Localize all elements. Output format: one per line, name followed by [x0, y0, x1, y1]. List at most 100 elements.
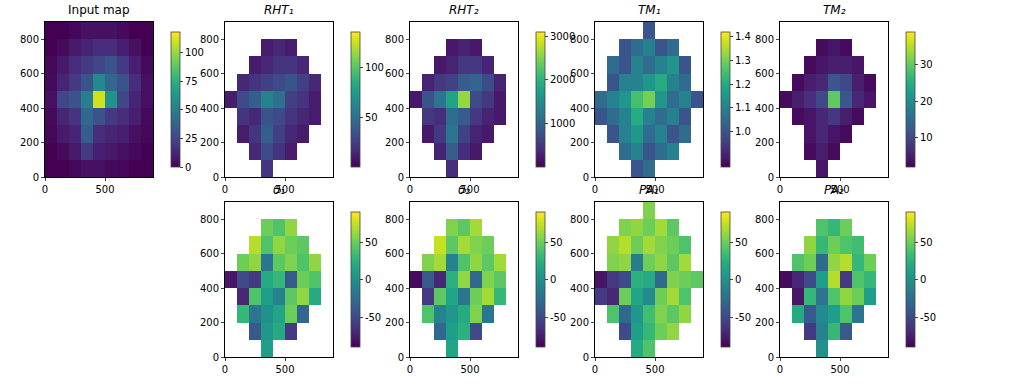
svg-text:100: 100 [365, 62, 384, 73]
svg-text:50: 50 [365, 237, 378, 248]
svg-text:500: 500 [95, 184, 114, 195]
svg-text:1000: 1000 [550, 118, 575, 129]
svg-text:1.4: 1.4 [735, 31, 751, 42]
svg-text:0: 0 [768, 352, 774, 363]
svg-text:200: 200 [570, 137, 589, 148]
svg-text:TM₁: TM₁ [638, 3, 661, 17]
svg-text:400: 400 [200, 283, 219, 294]
svg-text:500: 500 [460, 184, 479, 195]
svg-text:3000: 3000 [550, 31, 575, 42]
svg-text:1.2: 1.2 [735, 79, 751, 90]
svg-text:0: 0 [33, 172, 39, 183]
svg-text:200: 200 [385, 137, 404, 148]
svg-text:600: 600 [570, 68, 589, 79]
svg-text:50: 50 [550, 237, 563, 248]
svg-text:200: 200 [385, 317, 404, 328]
svg-text:75: 75 [185, 76, 198, 87]
svg-text:20: 20 [920, 96, 933, 107]
svg-text:400: 400 [755, 103, 774, 114]
svg-text:600: 600 [570, 248, 589, 259]
svg-text:0: 0 [920, 274, 926, 285]
svg-text:400: 400 [20, 103, 39, 114]
svg-text:400: 400 [385, 283, 404, 294]
svg-text:600: 600 [755, 248, 774, 259]
svg-text:200: 200 [200, 137, 219, 148]
svg-text:50: 50 [735, 237, 748, 248]
svg-text:600: 600 [200, 248, 219, 259]
svg-text:θ₁: θ₁ [273, 183, 285, 197]
svg-text:0: 0 [407, 184, 413, 195]
svg-text:0: 0 [768, 172, 774, 183]
svg-text:0: 0 [398, 352, 404, 363]
svg-text:0: 0 [592, 364, 598, 375]
svg-text:0: 0 [213, 172, 219, 183]
svg-text:-50: -50 [550, 312, 566, 323]
svg-text:0: 0 [583, 172, 589, 183]
svg-text:0: 0 [398, 172, 404, 183]
svg-text:400: 400 [755, 283, 774, 294]
svg-text:50: 50 [365, 112, 378, 123]
svg-text:0: 0 [42, 184, 48, 195]
svg-text:400: 400 [200, 103, 219, 114]
svg-text:-50: -50 [365, 312, 381, 323]
svg-text:800: 800 [755, 34, 774, 45]
svg-text:-50: -50 [735, 312, 751, 323]
svg-text:200: 200 [755, 137, 774, 148]
svg-text:0: 0 [735, 274, 741, 285]
svg-text:600: 600 [20, 68, 39, 79]
svg-text:0: 0 [583, 352, 589, 363]
svg-text:800: 800 [385, 34, 404, 45]
svg-text:RHT₁: RHT₁ [264, 3, 294, 17]
svg-text:500: 500 [830, 184, 849, 195]
svg-text:800: 800 [570, 34, 589, 45]
svg-text:500: 500 [275, 184, 294, 195]
svg-text:0: 0 [777, 364, 783, 375]
svg-text:25: 25 [185, 133, 198, 144]
svg-text:30: 30 [920, 59, 933, 70]
svg-text:200: 200 [20, 137, 39, 148]
svg-text:-50: -50 [920, 312, 936, 323]
svg-text:800: 800 [385, 214, 404, 225]
svg-text:500: 500 [460, 364, 479, 375]
svg-text:500: 500 [645, 364, 664, 375]
svg-text:800: 800 [755, 214, 774, 225]
svg-text:PA₂: PA₂ [824, 183, 844, 197]
svg-text:800: 800 [200, 34, 219, 45]
svg-text:1.3: 1.3 [735, 55, 751, 66]
svg-text:600: 600 [755, 68, 774, 79]
svg-text:600: 600 [385, 68, 404, 79]
svg-text:0: 0 [185, 162, 191, 173]
svg-text:θ₂: θ₂ [458, 183, 470, 197]
svg-text:Input map: Input map [68, 3, 130, 17]
svg-text:400: 400 [570, 283, 589, 294]
svg-text:800: 800 [570, 214, 589, 225]
svg-text:10: 10 [920, 132, 933, 143]
svg-text:200: 200 [570, 317, 589, 328]
svg-text:0: 0 [222, 364, 228, 375]
svg-text:1.1: 1.1 [735, 102, 751, 113]
svg-text:800: 800 [200, 214, 219, 225]
svg-text:PA₁: PA₁ [639, 183, 659, 197]
svg-text:50: 50 [920, 237, 933, 248]
svg-text:0: 0 [213, 352, 219, 363]
svg-text:0: 0 [407, 364, 413, 375]
svg-text:200: 200 [200, 317, 219, 328]
svg-text:0: 0 [365, 274, 371, 285]
svg-text:600: 600 [200, 68, 219, 79]
svg-text:50: 50 [185, 104, 198, 115]
svg-text:0: 0 [777, 184, 783, 195]
svg-text:RHT₂: RHT₂ [449, 3, 479, 17]
svg-text:800: 800 [20, 34, 39, 45]
svg-text:TM₂: TM₂ [823, 3, 846, 17]
svg-text:1.0: 1.0 [735, 126, 751, 137]
svg-text:0: 0 [222, 184, 228, 195]
svg-text:100: 100 [185, 47, 204, 58]
svg-text:400: 400 [570, 103, 589, 114]
svg-text:500: 500 [830, 364, 849, 375]
svg-text:500: 500 [645, 184, 664, 195]
svg-text:2000: 2000 [550, 74, 575, 85]
svg-text:0: 0 [550, 274, 556, 285]
svg-text:400: 400 [385, 103, 404, 114]
svg-text:600: 600 [385, 248, 404, 259]
svg-text:200: 200 [755, 317, 774, 328]
